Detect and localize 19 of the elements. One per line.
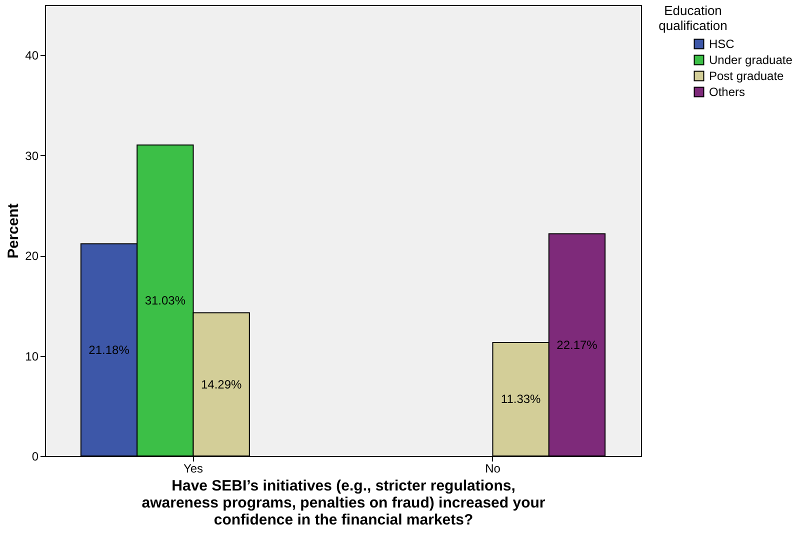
- legend-title: Education qualification: [658, 3, 728, 33]
- y-tick-label: 10: [25, 349, 39, 364]
- y-tick-label: 30: [25, 148, 39, 163]
- data-label: 21.18%: [88, 342, 130, 357]
- y-axis-title: Percent: [5, 203, 22, 259]
- x-tick-label: Yes: [183, 462, 204, 476]
- legend-label: Post graduate: [709, 69, 784, 83]
- x-tick-label: No: [485, 462, 501, 476]
- legend-label: HSC: [709, 37, 735, 51]
- legend-label: Others: [709, 85, 746, 99]
- data-label: 22.17%: [556, 338, 598, 352]
- y-tick-label: 20: [25, 249, 39, 264]
- y-tick-label: 40: [25, 48, 39, 63]
- x-axis-title: Have SEBI’s initiatives (e.g., stricter regulations, awareness programs, penalties on fraud) increased your confidence in the financial markets?: [142, 478, 546, 528]
- data-label: 31.03%: [144, 294, 186, 308]
- legend-label: Under graduate: [709, 53, 793, 67]
- y-tick-label: 0: [32, 450, 39, 464]
- data-label: 11.33%: [500, 392, 542, 406]
- data-label: 14.29%: [200, 377, 242, 392]
